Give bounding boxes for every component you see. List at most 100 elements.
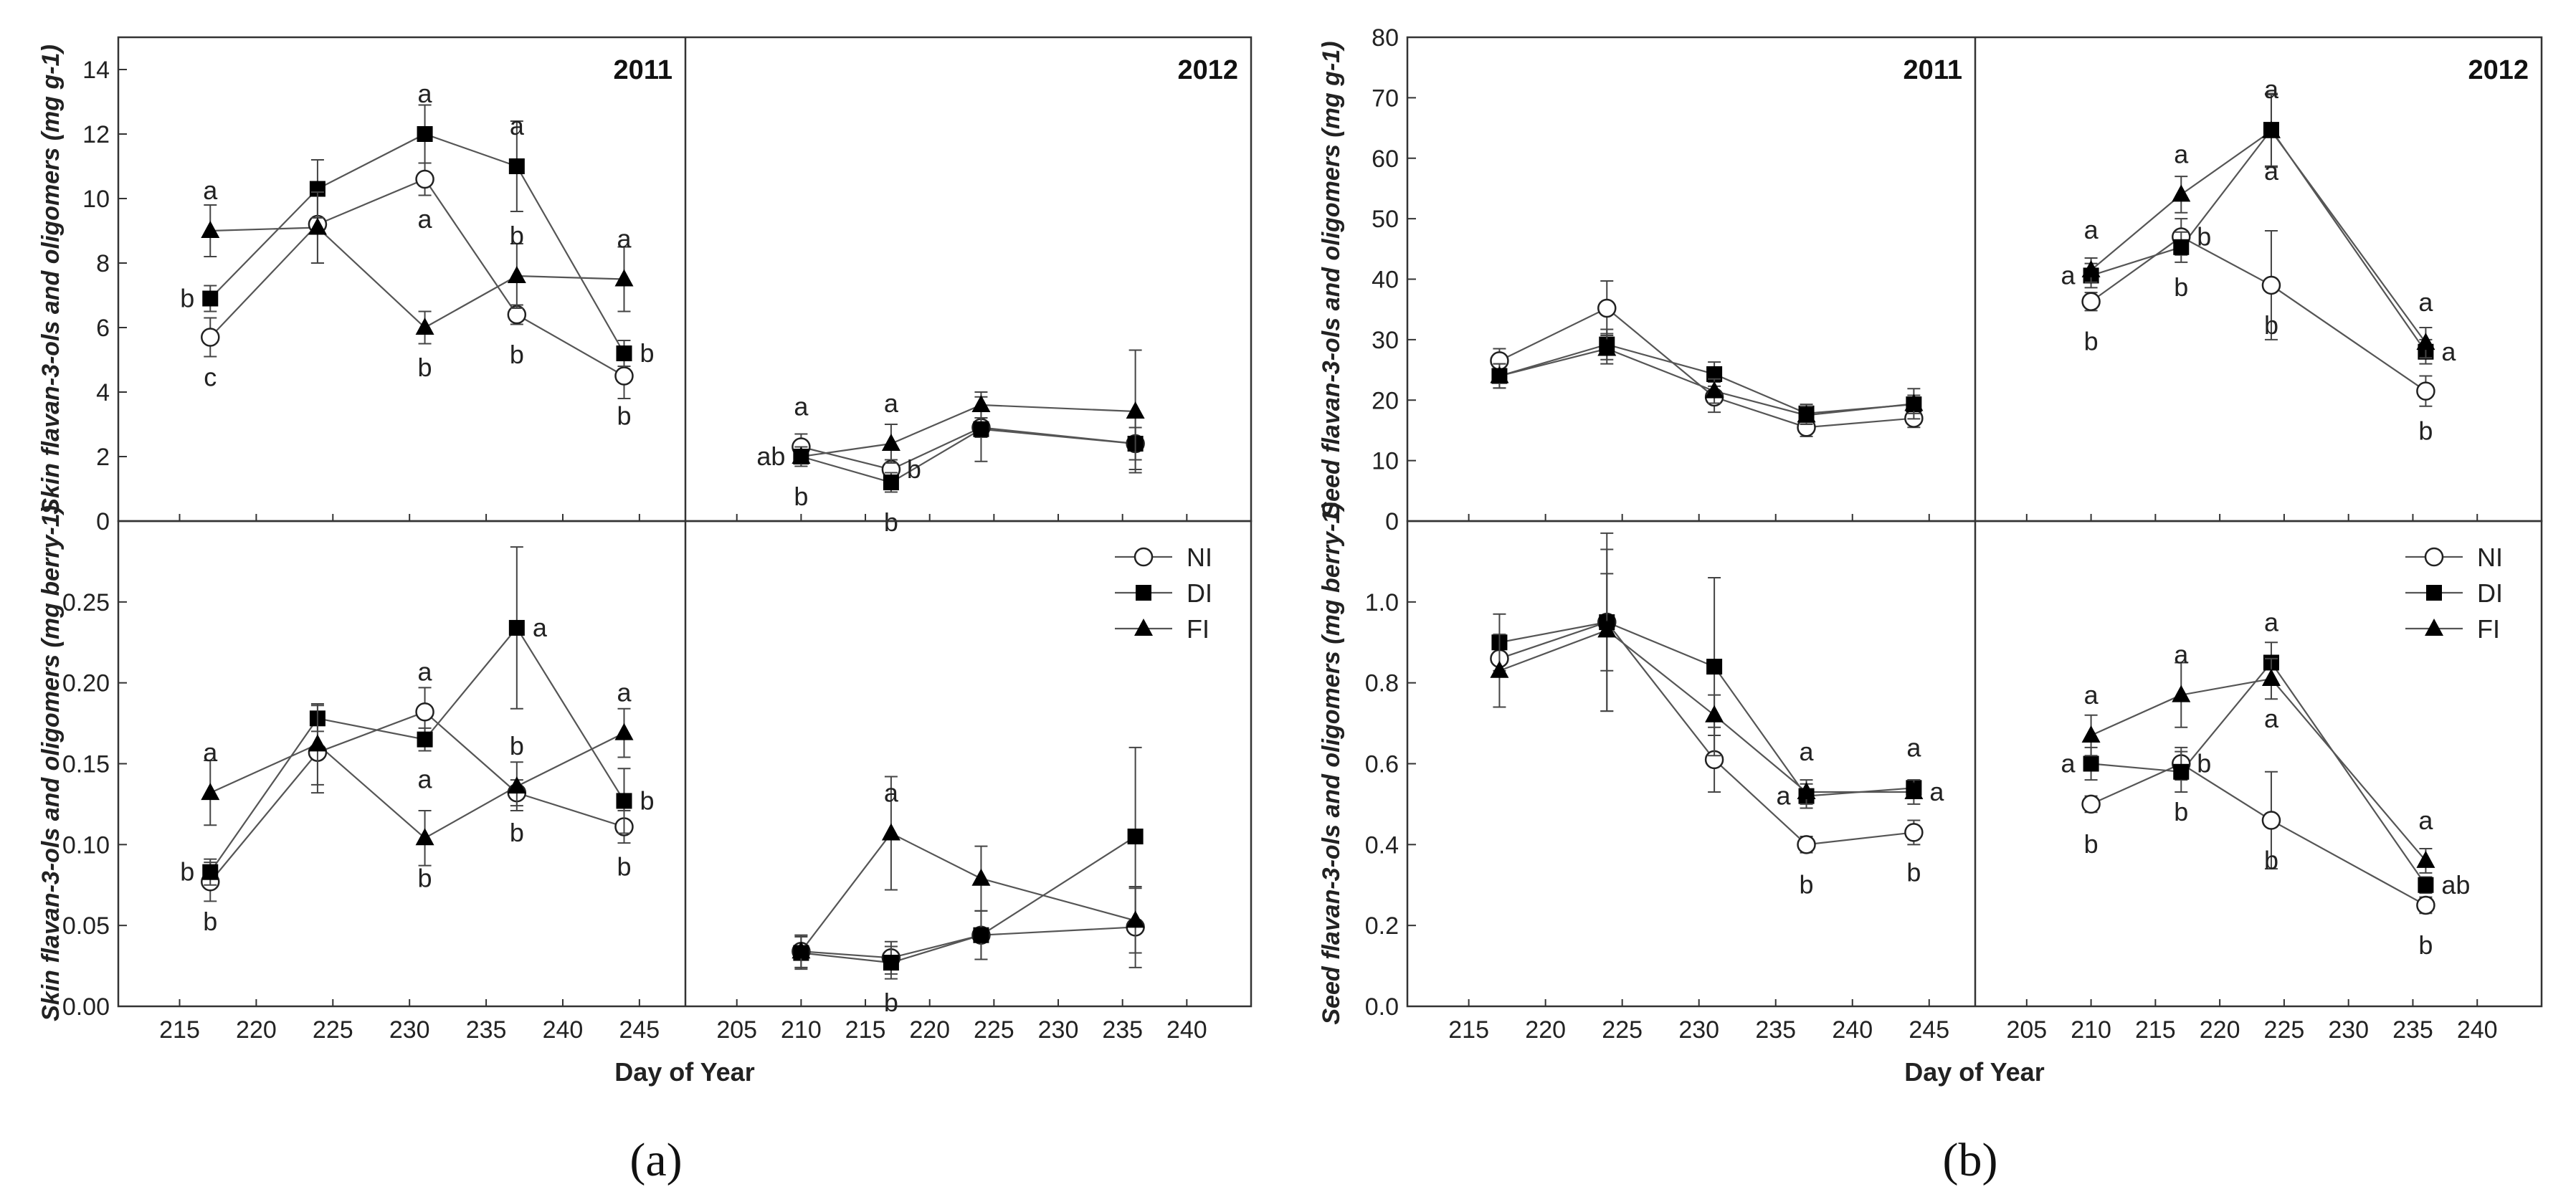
data-point-ni — [2416, 375, 2435, 407]
marker-fi — [415, 828, 434, 846]
significance-letter: a — [2264, 607, 2279, 636]
data-point-fi — [1797, 405, 1816, 425]
data-point-ni — [201, 317, 220, 358]
legend-label: DI — [1187, 578, 1212, 608]
marker-fi — [201, 783, 220, 801]
marker-di — [973, 421, 989, 437]
legend-item-di: DI — [1115, 578, 1212, 608]
x-tick-label: 225 — [2264, 1016, 2305, 1044]
significance-letter: a — [533, 613, 548, 642]
legend-label: FI — [2477, 614, 2500, 644]
data-point-fi — [1705, 378, 1724, 404]
year-label: 2012 — [1177, 55, 1238, 85]
marker-fi — [1797, 405, 1816, 423]
data-point-ni — [1904, 819, 1924, 846]
significance-letter: ab — [756, 442, 785, 471]
data-point-fi — [507, 243, 526, 309]
legend-label: FI — [1187, 614, 1209, 644]
marker-fi — [201, 221, 220, 238]
marker-ni — [2424, 547, 2444, 567]
significance-letter: a — [510, 111, 525, 140]
x-tick-label: 220 — [1525, 1016, 1566, 1044]
data-point-fi — [2172, 176, 2191, 214]
data-point-fi — [1126, 349, 1145, 474]
marker-ni — [2081, 292, 2101, 311]
significance-letter: b — [2197, 221, 2211, 251]
marker-di — [508, 158, 525, 174]
data-point-fi — [971, 845, 991, 912]
y-tick-label: 0.6 — [1365, 751, 1399, 778]
x-tick-label: 240 — [1166, 1016, 1207, 1044]
data-point-fi — [614, 246, 634, 313]
data-point-fi — [1597, 548, 1617, 712]
x-tick-label: 225 — [313, 1016, 353, 1044]
marker-fi — [792, 941, 811, 959]
marker-di — [2426, 585, 2442, 601]
y-tick-label: 0 — [96, 508, 110, 535]
significance-letter: b — [1800, 869, 1814, 899]
marker-di — [973, 927, 989, 943]
y-tick-label: 30 — [1372, 327, 1399, 354]
data-point-fi — [2081, 257, 2101, 283]
series-line-fi — [210, 226, 624, 329]
data-point-fi — [614, 707, 634, 758]
legend-label: NI — [2477, 543, 2503, 572]
significance-letter: a — [2441, 337, 2456, 366]
data-point-di — [973, 910, 989, 960]
x-axis-label: Day of Year — [1904, 1057, 2044, 1087]
significance-letter: b — [1906, 857, 1921, 887]
significance-letter: a — [884, 778, 899, 808]
series-line-fi — [800, 832, 1136, 952]
x-tick-label: 205 — [716, 1016, 757, 1044]
x-tick-label: 215 — [159, 1016, 200, 1044]
significance-letter: a — [418, 204, 433, 234]
significance-letter: a — [2264, 704, 2279, 733]
x-tick-label: 210 — [2071, 1016, 2111, 1044]
data-point-fi — [308, 191, 327, 264]
marker-fi — [1797, 781, 1816, 799]
x-tick-label: 230 — [2328, 1016, 2369, 1044]
legend-label: NI — [1187, 543, 1212, 572]
marker-di — [2173, 239, 2190, 255]
year-label: 2011 — [1904, 55, 1962, 85]
marker-fi — [2261, 120, 2281, 138]
x-axis-label: Day of Year — [614, 1057, 754, 1087]
x-tick-label: 225 — [1602, 1016, 1643, 1044]
x-tick-label: 235 — [1755, 1016, 1796, 1044]
marker-fi — [1490, 366, 1509, 383]
marker-di — [2173, 763, 2190, 780]
marker-fi — [2425, 619, 2443, 636]
marker-fi — [1134, 619, 1153, 636]
significance-letter: a — [1929, 777, 1944, 806]
x-tick-label: 215 — [845, 1016, 886, 1044]
data-point-fi — [881, 424, 900, 464]
significance-letter: a — [2084, 680, 2099, 710]
data-point-di — [883, 945, 899, 980]
data-point-fi — [415, 809, 434, 867]
significance-letter: b — [203, 907, 217, 936]
data-point-fi — [201, 204, 220, 257]
x-tick-label: 240 — [2457, 1016, 2498, 1044]
significance-letter: b — [640, 786, 654, 815]
marker-di — [202, 864, 219, 880]
y-axis-label: Skin flavan-3-ols and oligomers (mg berr… — [37, 505, 65, 1021]
marker-ni — [415, 702, 434, 722]
data-point-di — [616, 340, 632, 367]
significance-letter: b — [418, 863, 432, 892]
significance-letter: b — [510, 221, 524, 250]
marker-ni — [1133, 547, 1154, 567]
marker-ni — [614, 366, 634, 386]
data-point-fi — [1490, 633, 1509, 708]
marker-fi — [2416, 850, 2435, 868]
panel-label-b: (b) — [1943, 1134, 1998, 1186]
marker-di — [2083, 755, 2099, 772]
y-tick-label: 40 — [1372, 267, 1399, 294]
marker-di — [883, 474, 899, 490]
marker-di — [616, 345, 632, 361]
significance-letter: b — [2264, 310, 2278, 340]
data-point-di — [2173, 750, 2190, 793]
marker-ni — [1904, 823, 1924, 842]
data-point-fi — [201, 759, 220, 826]
x-tick-label: 205 — [2006, 1016, 2047, 1044]
